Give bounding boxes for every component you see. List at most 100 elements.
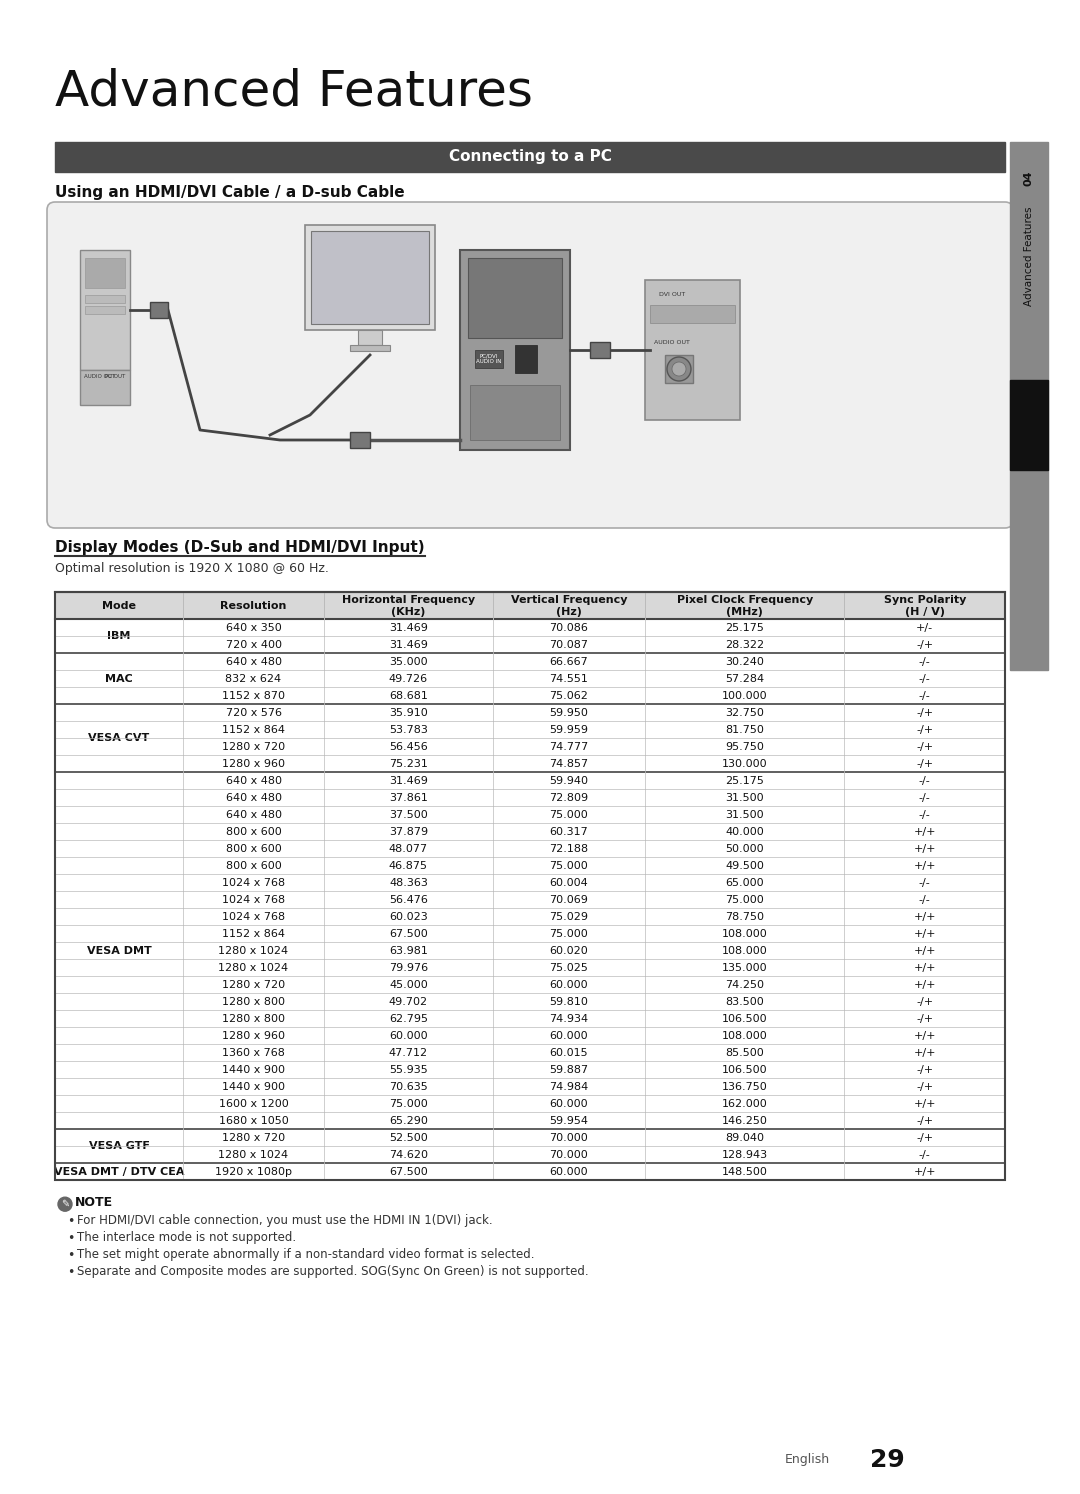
Text: +/+: +/+ [914, 929, 936, 938]
Text: 46.875: 46.875 [389, 861, 428, 871]
Text: -/-: -/- [919, 690, 931, 701]
Text: 45.000: 45.000 [389, 980, 428, 989]
Text: 720 x 400: 720 x 400 [226, 639, 282, 650]
Text: 1280 x 1024: 1280 x 1024 [218, 1150, 288, 1159]
Text: 48.363: 48.363 [389, 877, 428, 887]
Text: 1280 x 1024: 1280 x 1024 [218, 946, 288, 956]
Text: -/-: -/- [919, 810, 931, 820]
Bar [150, 302, 168, 318]
Text: 59.810: 59.810 [550, 996, 589, 1007]
Text: 640 x 480: 640 x 480 [226, 810, 282, 820]
Text: 62.795: 62.795 [389, 1014, 428, 1023]
Text: 50.000: 50.000 [726, 844, 764, 853]
Text: 55.935: 55.935 [389, 1065, 428, 1074]
Text: -/+: -/+ [916, 1132, 933, 1143]
Text: +/+: +/+ [914, 980, 936, 989]
Text: VESA DMT / DTV CEA: VESA DMT / DTV CEA [54, 1167, 185, 1177]
Text: 04: 04 [1024, 170, 1034, 185]
Text: PC/DVI
AUDIO IN: PC/DVI AUDIO IN [476, 354, 502, 365]
Text: 1280 x 720: 1280 x 720 [222, 741, 285, 751]
Text: 130.000: 130.000 [721, 759, 768, 769]
Text: 100.000: 100.000 [721, 690, 768, 701]
Text: 74.984: 74.984 [550, 1082, 589, 1092]
Text: 70.000: 70.000 [550, 1150, 589, 1159]
Bar [85, 306, 125, 314]
Bar [645, 279, 740, 420]
Text: 75.000: 75.000 [550, 861, 589, 871]
Text: 75.062: 75.062 [550, 690, 589, 701]
Text: 25.175: 25.175 [726, 623, 765, 632]
Text: 75.231: 75.231 [389, 759, 428, 769]
Text: 72.188: 72.188 [550, 844, 589, 853]
Text: 1440 x 900: 1440 x 900 [222, 1065, 285, 1074]
Text: 60.000: 60.000 [550, 980, 589, 989]
Text: 800 x 600: 800 x 600 [226, 861, 282, 871]
Text: -/-: -/- [919, 1150, 931, 1159]
Text: -/-: -/- [919, 674, 931, 684]
Text: 60.015: 60.015 [550, 1047, 589, 1058]
Text: -/+: -/+ [916, 1065, 933, 1074]
Text: 720 x 576: 720 x 576 [226, 708, 282, 717]
Text: -/+: -/+ [916, 725, 933, 735]
Text: VESA GTF: VESA GTF [89, 1141, 149, 1152]
Text: For HDMI/DVI cable connection, you must use the HDMI IN 1(DVI) jack.: For HDMI/DVI cable connection, you must … [77, 1215, 492, 1227]
Text: 47.712: 47.712 [389, 1047, 428, 1058]
Text: 57.284: 57.284 [725, 674, 765, 684]
Text: 49.500: 49.500 [726, 861, 765, 871]
Bar [470, 385, 561, 441]
Text: 128.943: 128.943 [721, 1150, 768, 1159]
Text: 75.000: 75.000 [389, 1098, 428, 1109]
Bar [475, 350, 503, 368]
Text: -/-: -/- [919, 895, 931, 905]
Text: 78.750: 78.750 [725, 911, 765, 922]
Text: 162.000: 162.000 [721, 1098, 768, 1109]
Text: 67.500: 67.500 [389, 1167, 428, 1177]
Text: +/+: +/+ [914, 1047, 936, 1058]
Bar [350, 345, 390, 351]
Text: 49.702: 49.702 [389, 996, 428, 1007]
Bar [1010, 379, 1048, 471]
Text: 1280 x 960: 1280 x 960 [222, 759, 285, 769]
Text: 29: 29 [870, 1448, 905, 1472]
Text: 60.000: 60.000 [550, 1098, 589, 1109]
Text: 31.469: 31.469 [389, 623, 428, 632]
Circle shape [667, 357, 691, 381]
Text: 52.500: 52.500 [389, 1132, 428, 1143]
Text: Using an HDMI/DVI Cable / a D-sub Cable: Using an HDMI/DVI Cable / a D-sub Cable [55, 185, 405, 200]
Bar [1010, 142, 1048, 669]
Text: +/+: +/+ [914, 1031, 936, 1041]
Text: -/-: -/- [919, 793, 931, 802]
Text: 74.250: 74.250 [725, 980, 765, 989]
Text: 800 x 600: 800 x 600 [226, 844, 282, 853]
Text: 72.809: 72.809 [550, 793, 589, 802]
Text: 1152 x 864: 1152 x 864 [222, 929, 285, 938]
Text: •: • [67, 1215, 75, 1228]
Text: VESA CVT: VESA CVT [89, 734, 150, 743]
Bar [468, 258, 562, 338]
Text: AUDIO OUT: AUDIO OUT [84, 374, 116, 379]
Text: 37.861: 37.861 [389, 793, 428, 802]
Text: 106.500: 106.500 [721, 1014, 768, 1023]
Bar [305, 226, 435, 330]
Bar [357, 330, 382, 345]
Text: 59.940: 59.940 [550, 775, 589, 786]
Text: 85.500: 85.500 [726, 1047, 764, 1058]
Bar [311, 232, 429, 324]
Text: 56.476: 56.476 [389, 895, 428, 905]
Bar [85, 258, 125, 288]
Text: 68.681: 68.681 [389, 690, 428, 701]
Text: 63.981: 63.981 [389, 946, 428, 956]
Text: 1360 x 768: 1360 x 768 [222, 1047, 285, 1058]
Text: 70.000: 70.000 [550, 1132, 589, 1143]
Bar [80, 249, 130, 371]
Text: 1280 x 800: 1280 x 800 [222, 996, 285, 1007]
Text: 59.887: 59.887 [550, 1065, 589, 1074]
Text: (H / V): (H / V) [905, 607, 945, 617]
Text: Connecting to a PC: Connecting to a PC [448, 149, 611, 164]
Text: Horizontal Frequency: Horizontal Frequency [342, 595, 475, 605]
Text: Mode: Mode [103, 601, 136, 611]
Text: 1280 x 1024: 1280 x 1024 [218, 962, 288, 973]
Bar [80, 371, 130, 405]
Text: 640 x 350: 640 x 350 [226, 623, 282, 632]
Text: 108.000: 108.000 [721, 1031, 768, 1041]
